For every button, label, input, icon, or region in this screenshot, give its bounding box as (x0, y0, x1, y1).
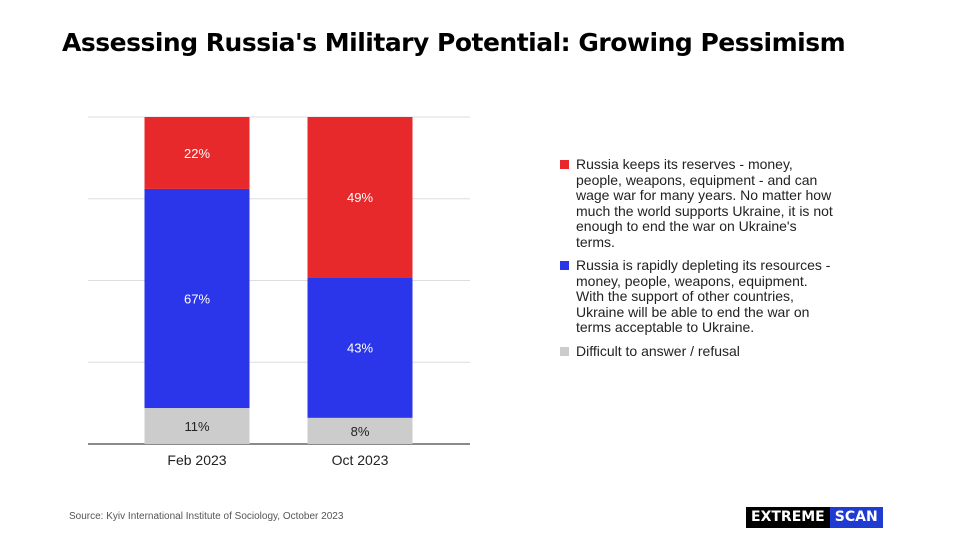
legend-label-depleting: Russia is rapidly depleting its resource… (576, 257, 831, 335)
legend-label-reserves: Russia keeps its reserves - money, peopl… (576, 156, 833, 250)
x-tick-label: Oct 2023 (332, 452, 389, 468)
legend: Russia keeps its reserves - money, peopl… (560, 156, 835, 367)
data-label: 49% (347, 190, 373, 205)
data-label: 11% (184, 419, 209, 434)
bar-segment (144, 117, 250, 189)
legend-swatch-gray (560, 346, 569, 356)
bar-segment (307, 417, 413, 444)
x-tick-label: Feb 2023 (167, 452, 226, 468)
legend-swatch-blue (560, 261, 569, 270)
data-label: 8% (351, 424, 370, 439)
bar-segment (307, 277, 413, 418)
data-label: 67% (184, 291, 210, 306)
legend-item-difficult: Difficult to answer / refusal (560, 342, 835, 360)
logo-part-scan: SCAN (829, 507, 883, 528)
source-note: Source: Kyiv International Institute of … (69, 511, 344, 522)
chart-title: Assessing Russia's Military Potential: G… (62, 28, 846, 57)
legend-label-difficult: Difficult to answer / refusal (576, 342, 740, 359)
data-label: 43% (347, 341, 373, 356)
bar-segment (144, 408, 250, 444)
bar-segment (144, 188, 250, 409)
logo-part-extreme: EXTREME (746, 507, 830, 528)
legend-item-depleting: Russia is rapidly depleting its resource… (560, 257, 835, 336)
legend-item-reserves: Russia keeps its reserves - money, peopl… (560, 156, 835, 250)
data-label: 22% (184, 146, 210, 161)
brand-logo: EXTREME SCAN (746, 507, 883, 528)
legend-swatch-red (560, 160, 569, 169)
bar-segment (307, 117, 413, 278)
